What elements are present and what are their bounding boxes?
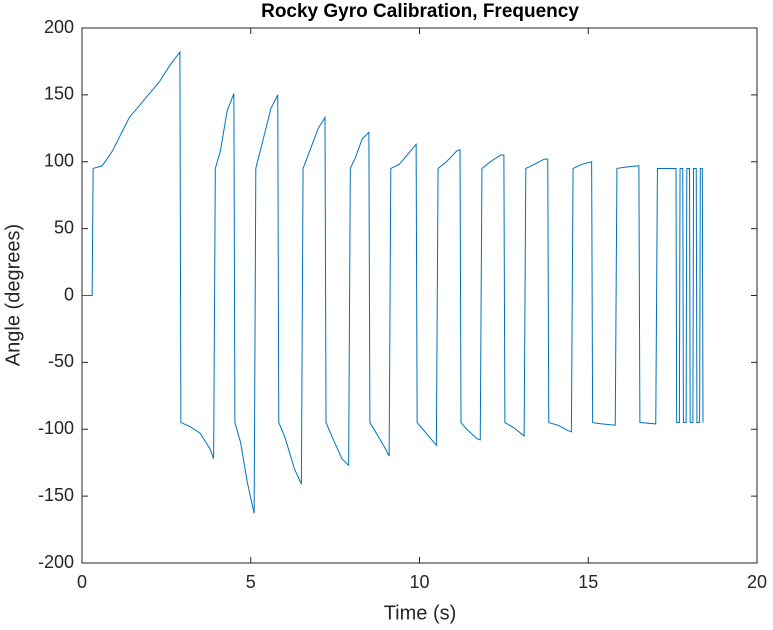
chart-title: Rocky Gyro Calibration, Frequency — [261, 1, 579, 22]
x-tick-label: 5 — [246, 572, 256, 592]
y-tick-label: -50 — [48, 351, 74, 371]
y-tick-label: -200 — [38, 552, 74, 572]
x-tick-label: 0 — [77, 572, 87, 592]
y-tick-label: 0 — [64, 284, 74, 304]
data-line — [82, 50, 704, 514]
x-tick-label: 10 — [409, 572, 429, 592]
y-tick-label: 50 — [54, 217, 74, 237]
axes-box — [81, 27, 758, 564]
y-tick-label: -100 — [38, 418, 74, 438]
y-tick-label: 150 — [44, 84, 74, 104]
y-axis-label: Angle (degrees) — [2, 224, 24, 366]
x-axis-label: Time (s) — [384, 602, 457, 624]
y-tick-label: 100 — [44, 151, 74, 171]
plot-area — [82, 28, 757, 563]
y-tick-label: -150 — [38, 485, 74, 505]
x-tick-label: 20 — [747, 572, 767, 592]
y-tick-label: 200 — [44, 17, 74, 37]
x-tick-label: 15 — [578, 572, 598, 592]
